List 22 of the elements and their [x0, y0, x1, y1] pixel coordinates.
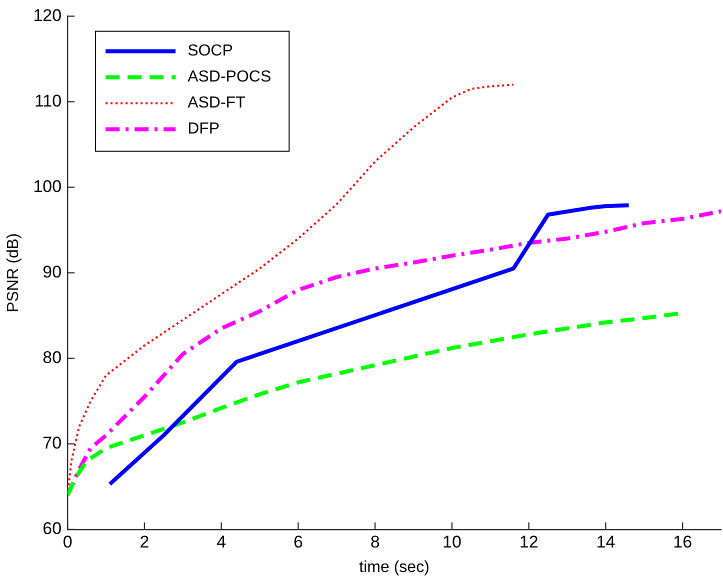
y-tick-label: 100 [33, 176, 62, 196]
legend-label: SOCP [188, 42, 233, 60]
x-tick-label: 8 [370, 532, 380, 552]
y-tick-label: 110 [34, 91, 62, 110]
x-tick-label: 16 [673, 532, 692, 552]
y-tick-label: 90 [42, 262, 62, 282]
y-tick-label: 60 [42, 519, 62, 538]
x-tick-label: 0 [62, 532, 72, 552]
y-axis-title: PSNR (dB) [5, 233, 22, 312]
y-tick-label: 80 [42, 348, 62, 368]
x-tick-label: 14 [596, 532, 616, 552]
legend-label: ASD-POCS [188, 68, 272, 86]
x-tick-label: 4 [216, 532, 226, 552]
x-tick-label: 2 [140, 532, 150, 552]
y-tick-label: 120 [33, 6, 62, 25]
legend-label: DFP [188, 120, 220, 138]
x-axis-title: time (sec) [359, 558, 430, 576]
x-tick-label: 10 [442, 532, 462, 552]
legend-label: ASD-FT [188, 94, 246, 112]
y-tick-label: 70 [42, 434, 62, 453]
x-tick-label: 12 [519, 532, 538, 552]
x-tick-label: 6 [293, 532, 303, 552]
